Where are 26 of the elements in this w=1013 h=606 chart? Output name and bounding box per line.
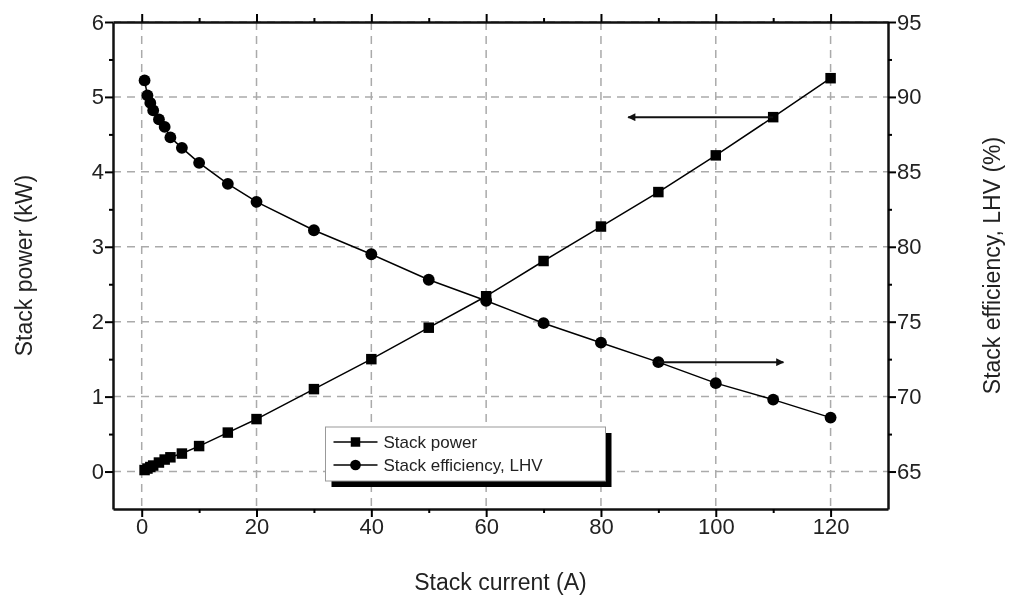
- x-tick-label: 100: [697, 513, 735, 539]
- x-tick-label: 60: [474, 513, 499, 539]
- y2-tick-label: 90: [897, 84, 922, 110]
- legend-label: Stack power: [383, 433, 478, 452]
- x-tick-label: 80: [589, 513, 614, 539]
- y2-tick-label: 65: [897, 459, 922, 485]
- y-tick-label: 2: [91, 309, 104, 335]
- y-tick-label: 0: [91, 459, 104, 485]
- x-tick-label: 120: [812, 513, 850, 539]
- y-tick-label: 6: [91, 9, 104, 35]
- y2-tick-label: 70: [897, 384, 922, 410]
- x-tick-label: 0: [136, 513, 149, 539]
- y-tick-label: 3: [91, 234, 104, 260]
- y2-tick-label: 75: [897, 309, 922, 335]
- y2-tick-label: 80: [897, 234, 922, 260]
- y-axis-title: Stack power (kW): [11, 174, 37, 357]
- legend-label: Stack efficiency, LHV: [383, 456, 544, 475]
- y-tick-label: 1: [91, 384, 104, 410]
- y2-axis-title: Stack efficiency, LHV (%): [979, 136, 1005, 395]
- y2-tick-label: 85: [897, 159, 922, 185]
- y-tick-label: 5: [91, 84, 104, 110]
- y-tick-label: 4: [91, 159, 104, 185]
- y2-tick-label: 95: [897, 9, 922, 35]
- x-axis-title: Stack current (A): [414, 569, 587, 595]
- x-tick-label: 20: [244, 513, 270, 539]
- x-tick-label: 40: [359, 513, 385, 539]
